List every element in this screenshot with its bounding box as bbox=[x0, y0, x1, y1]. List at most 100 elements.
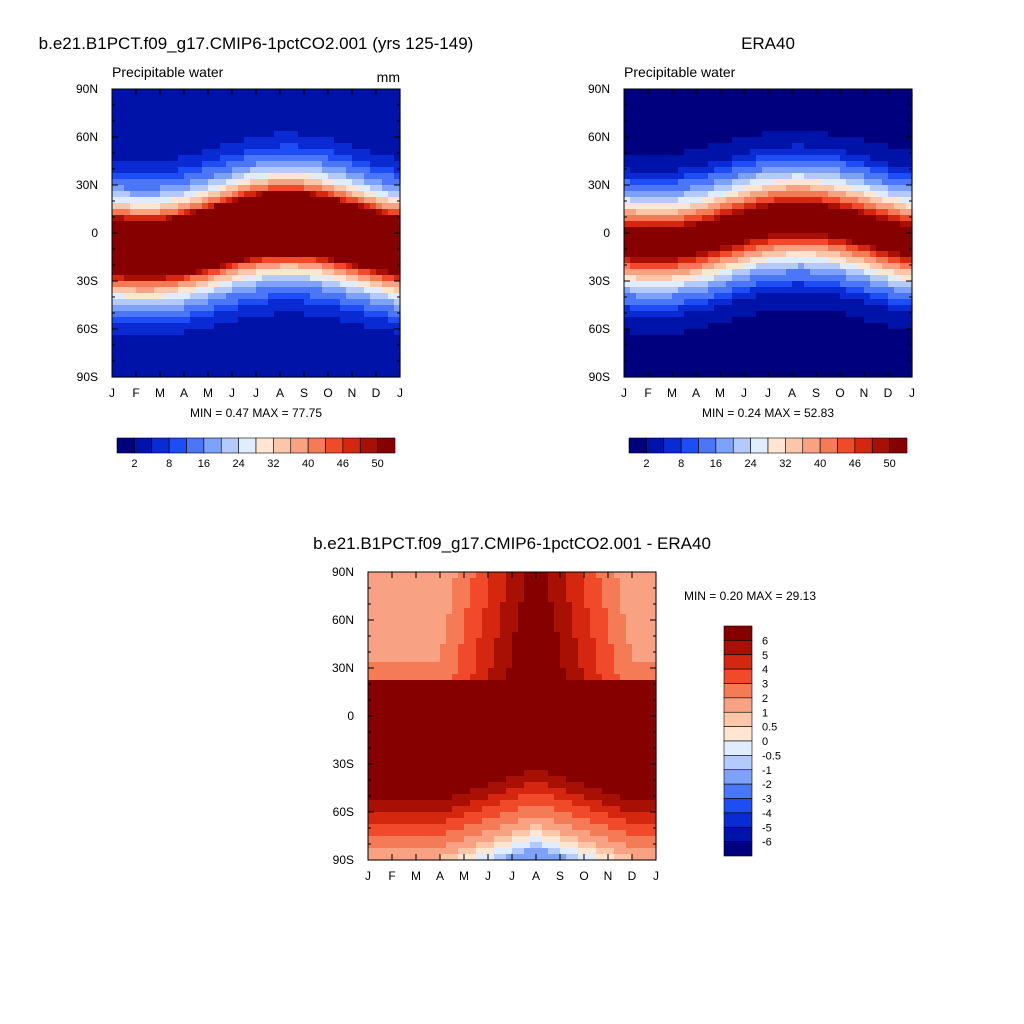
heatmap-cell bbox=[732, 161, 739, 168]
heatmap-cell bbox=[202, 203, 209, 210]
heatmap-cell bbox=[654, 293, 661, 300]
heatmap-cell bbox=[268, 101, 275, 108]
heatmap-cell bbox=[828, 161, 835, 168]
heatmap-cell bbox=[220, 233, 227, 240]
heatmap-cell bbox=[238, 275, 245, 282]
heatmap-cell bbox=[678, 173, 685, 180]
heatmap-cell bbox=[714, 263, 721, 270]
heatmap-cell bbox=[172, 233, 179, 240]
heatmap-cell bbox=[340, 161, 347, 168]
heatmap-cell bbox=[696, 251, 703, 258]
heatmap-cell bbox=[720, 125, 727, 132]
heatmap-cell bbox=[732, 113, 739, 120]
heatmap-cell bbox=[720, 263, 727, 270]
heatmap-cell bbox=[882, 131, 889, 138]
heatmap-cell bbox=[220, 281, 227, 288]
heatmap-cell bbox=[846, 233, 853, 240]
heatmap-cell bbox=[696, 107, 703, 114]
heatmap-cell bbox=[298, 317, 305, 324]
heatmap-cell bbox=[726, 179, 733, 186]
heatmap-cell bbox=[286, 365, 293, 372]
heatmap-cell bbox=[756, 311, 763, 318]
heatmap-cell bbox=[112, 275, 119, 282]
heatmap-cell bbox=[304, 125, 311, 132]
heatmap-cell bbox=[708, 119, 715, 126]
heatmap-cell bbox=[316, 323, 323, 330]
heatmap-cell bbox=[894, 185, 901, 192]
heatmap-cell bbox=[624, 281, 631, 288]
heatmap-cell bbox=[184, 281, 191, 288]
heatmap-cell bbox=[274, 293, 281, 300]
heatmap-cell bbox=[208, 323, 215, 330]
heatmap-cell bbox=[322, 245, 329, 252]
heatmap-cell bbox=[388, 353, 395, 360]
heatmap-cell bbox=[828, 353, 835, 360]
heatmap-cell bbox=[732, 203, 739, 210]
heatmap-cell bbox=[370, 227, 377, 234]
heatmap-cell bbox=[636, 239, 643, 246]
heatmap-cell bbox=[828, 101, 835, 108]
heatmap-cell bbox=[828, 119, 835, 126]
heatmap-cell bbox=[726, 215, 733, 222]
heatmap-cell bbox=[334, 107, 341, 114]
heatmap-cell bbox=[894, 179, 901, 186]
colorbar-label: 8 bbox=[166, 458, 172, 470]
heatmap-cell bbox=[858, 311, 865, 318]
heatmap-cell bbox=[118, 293, 125, 300]
heatmap-cell bbox=[298, 293, 305, 300]
heatmap-cell bbox=[744, 245, 751, 252]
heatmap-cell bbox=[858, 263, 865, 270]
heatmap-cell bbox=[172, 269, 179, 276]
heatmap-cell bbox=[286, 185, 293, 192]
heatmap-cell bbox=[304, 365, 311, 372]
heatmap-cell bbox=[292, 257, 299, 264]
heatmap-cell bbox=[822, 173, 829, 180]
heatmap-cell bbox=[852, 143, 859, 150]
heatmap-cell bbox=[726, 305, 733, 312]
heatmap-cell bbox=[624, 101, 631, 108]
heatmap-cell bbox=[726, 359, 733, 366]
heatmap-cell bbox=[160, 167, 167, 174]
heatmap-cell bbox=[660, 263, 667, 270]
heatmap-cell bbox=[900, 161, 907, 168]
heatmap-cell bbox=[208, 101, 215, 108]
heatmap-cell bbox=[642, 251, 649, 258]
heatmap-cell bbox=[244, 203, 251, 210]
heatmap-cell bbox=[888, 203, 895, 210]
heatmap-cell bbox=[738, 257, 745, 264]
heatmap-cell bbox=[250, 191, 257, 198]
heatmap-cell bbox=[858, 197, 865, 204]
heatmap-cell bbox=[220, 191, 227, 198]
heatmap-cell bbox=[870, 89, 877, 96]
heatmap-cell bbox=[894, 131, 901, 138]
heatmap-cell bbox=[328, 323, 335, 330]
heatmap-cell bbox=[118, 149, 125, 156]
heatmap-cell bbox=[220, 317, 227, 324]
heatmap-cell bbox=[684, 359, 691, 366]
heatmap-cell bbox=[340, 185, 347, 192]
heatmap-cell bbox=[798, 269, 805, 276]
heatmap-cell bbox=[654, 101, 661, 108]
heatmap-cell bbox=[840, 191, 847, 198]
heatmap-cell bbox=[262, 209, 269, 216]
panel-model-title: b.e21.B1PCT.f09_g17.CMIP6-1pctCO2.001 (y… bbox=[39, 34, 474, 53]
heatmap-cell bbox=[142, 311, 149, 318]
heatmap-cell bbox=[184, 113, 191, 120]
heatmap-cell bbox=[172, 275, 179, 282]
heatmap-cell bbox=[154, 311, 161, 318]
heatmap-cell bbox=[870, 269, 877, 276]
heatmap-cell bbox=[762, 107, 769, 114]
heatmap-cell bbox=[810, 125, 817, 132]
heatmap-cell bbox=[786, 305, 793, 312]
heatmap-cell bbox=[130, 221, 137, 228]
heatmap-cell bbox=[112, 269, 119, 276]
heatmap-cell bbox=[684, 371, 691, 378]
heatmap-cell bbox=[762, 287, 769, 294]
heatmap-cell bbox=[702, 185, 709, 192]
heatmap-cell bbox=[690, 353, 697, 360]
heatmap-cell bbox=[388, 293, 395, 300]
heatmap-cell bbox=[232, 215, 239, 222]
heatmap-cell bbox=[178, 131, 185, 138]
heatmap-cell bbox=[900, 335, 907, 342]
heatmap-cell bbox=[358, 149, 365, 156]
